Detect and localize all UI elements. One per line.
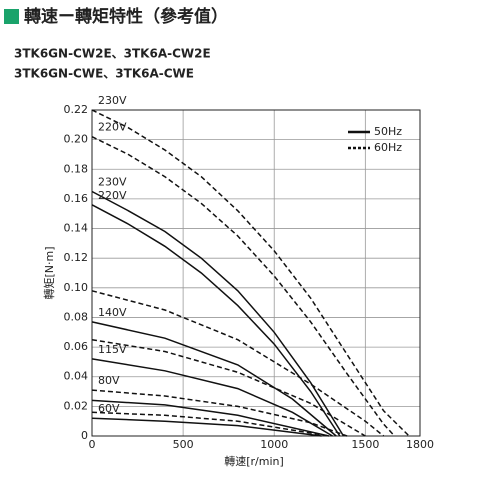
y-tick-label: 0.08 [64,310,89,323]
curve-label: 60V [98,402,120,415]
legend-label: 50Hz [374,125,402,138]
y-tick-label: 0 [81,429,88,442]
curve [91,290,385,437]
subtitle: 3TK6GN-CWE、3TK6A-CWE [14,67,194,81]
y-tick-label: 0.04 [64,370,89,383]
curve-label: 220V [98,121,127,134]
curve-label: 115V [98,343,127,356]
curve-label: 230V [98,176,127,189]
x-tick-label: 500 [173,438,194,451]
y-tick-label: 0.02 [64,399,89,412]
y-tick-label: 0.14 [64,222,89,235]
curve [91,411,330,437]
curve [91,338,366,437]
curve [91,204,341,437]
curve [91,417,322,437]
y-tick-label: 0.10 [64,281,89,294]
curve [91,399,330,437]
y-axis-label: 轉矩[N·m] [43,246,56,299]
x-tick-label: 0 [89,438,96,451]
curve-label: 140V [98,306,127,319]
legend-label: 60Hz [374,141,402,154]
chart-title: 轉速ー轉矩特性（參考值） [24,6,228,27]
curve [91,321,337,437]
curve-label: 230V [98,94,127,107]
subtitle: 3TK6GN-CW2E、3TK6A-CW2E [14,47,211,61]
curve-label: 220V [98,189,127,202]
curve [91,190,345,437]
x-tick-label: 1000 [260,438,288,451]
y-tick-label: 0.16 [64,192,89,205]
curve [91,109,410,437]
y-tick-label: 0.22 [64,103,89,116]
curve [91,358,333,437]
title-icon [4,9,19,24]
y-tick-label: 0.06 [64,340,89,353]
plot-frame [91,109,421,437]
x-tick-label: 1500 [351,438,379,451]
curve [91,389,348,437]
curve [91,136,396,437]
y-tick-label: 0.20 [64,133,89,146]
y-tick-label: 0.18 [64,162,89,175]
curve-label: 80V [98,374,120,387]
x-tick-label: 1800 [406,438,434,451]
x-axis-label: 轉速[r/min] [224,455,284,468]
y-tick-label: 0.12 [64,251,89,264]
